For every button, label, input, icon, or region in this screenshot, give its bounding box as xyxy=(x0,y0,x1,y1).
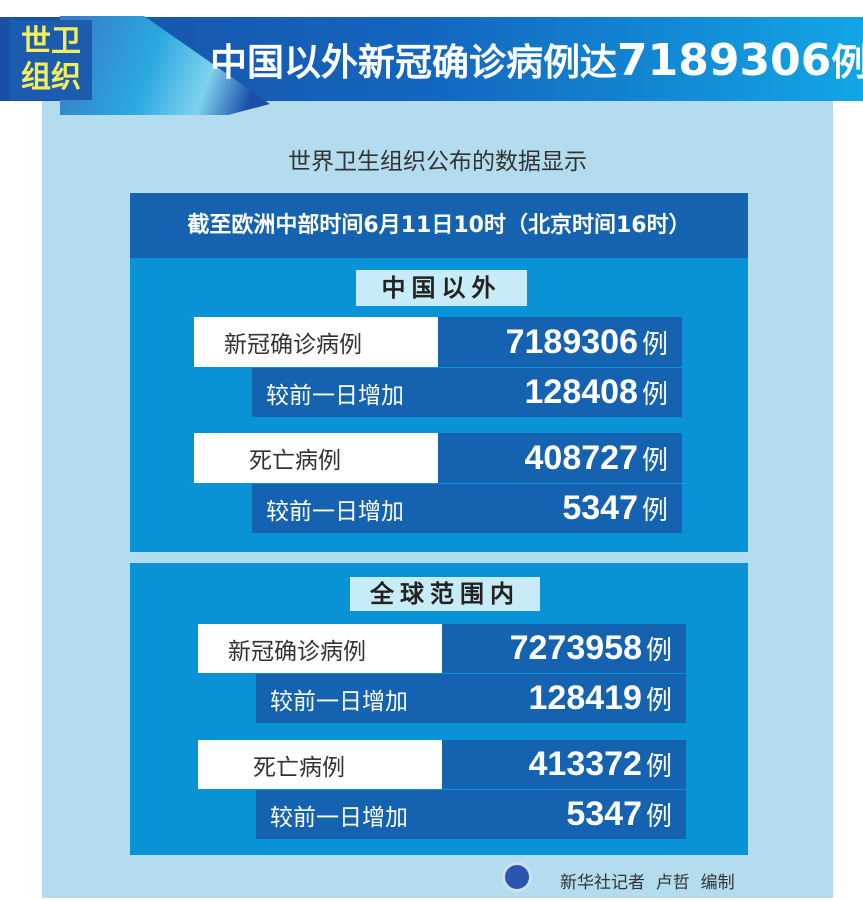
confirmed-label: 新冠确诊病例 xyxy=(194,317,438,367)
change-label: 较前一日增加 xyxy=(266,498,404,525)
change-number: 128408 xyxy=(524,373,638,411)
change-unit: 例 xyxy=(641,496,668,526)
change-number: 5347 xyxy=(562,489,638,527)
change-number: 128419 xyxy=(528,679,642,717)
value-number: 7273958 xyxy=(509,629,642,667)
change-unit: 例 xyxy=(645,802,672,832)
page-title: 中国以外新冠确诊病例达7189306例 xyxy=(210,32,863,86)
who-tag: 世卫 组织 xyxy=(10,20,92,100)
change-label: 较前一日增加 xyxy=(270,804,408,831)
value-unit: 例 xyxy=(645,636,672,666)
date-bar: 截至欧洲中部时间6月11日10时（北京时间16时） xyxy=(130,193,748,258)
deaths-label: 死亡病例 xyxy=(194,433,438,483)
change-number: 5347 xyxy=(566,795,642,833)
subtitle: 世界卫生组织公布的数据显示 xyxy=(288,149,587,175)
xinhua-logo-icon xyxy=(502,862,532,892)
value-unit: 例 xyxy=(641,329,668,360)
change-unit: 例 xyxy=(645,686,672,716)
confirmed-change: 较前一日增加 128419 例 xyxy=(256,674,686,723)
change-label: 较前一日增加 xyxy=(270,688,408,715)
deaths-value: 413372 例 xyxy=(442,740,686,789)
title-unit: 例 xyxy=(831,41,863,84)
section-label: 全球范围内 xyxy=(350,577,540,611)
confirmed-value: 7189306 例 xyxy=(438,317,682,367)
change-unit: 例 xyxy=(641,380,668,410)
deaths-change: 较前一日增加 5347 例 xyxy=(256,790,686,839)
value-number: 408727 xyxy=(524,438,638,477)
value-number: 7189306 xyxy=(505,322,638,361)
title-number: 7189306 xyxy=(617,35,832,86)
confirmed-change: 较前一日增加 128408 例 xyxy=(252,368,682,417)
deaths-change: 较前一日增加 5347 例 xyxy=(252,484,682,533)
tag-line: 世卫 xyxy=(21,24,81,59)
value-unit: 例 xyxy=(641,445,668,476)
title-text: 中国以外新冠确诊病例达 xyxy=(210,41,617,84)
credit: 新华社记者 卢哲 编制 xyxy=(560,873,735,893)
deaths-value: 408727 例 xyxy=(438,433,682,483)
confirmed-label: 新冠确诊病例 xyxy=(198,624,442,673)
confirmed-value: 7273958 例 xyxy=(442,624,686,673)
section-label: 中国以外 xyxy=(356,270,527,306)
change-label: 较前一日增加 xyxy=(266,382,404,409)
deaths-label: 死亡病例 xyxy=(198,740,442,789)
value-unit: 例 xyxy=(645,752,672,782)
value-number: 413372 xyxy=(528,745,642,783)
tag-line: 组织 xyxy=(21,60,81,95)
